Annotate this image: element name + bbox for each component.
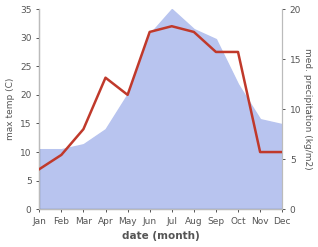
Y-axis label: med. precipitation (kg/m2): med. precipitation (kg/m2) — [303, 48, 313, 170]
X-axis label: date (month): date (month) — [122, 231, 200, 242]
Y-axis label: max temp (C): max temp (C) — [5, 78, 15, 140]
